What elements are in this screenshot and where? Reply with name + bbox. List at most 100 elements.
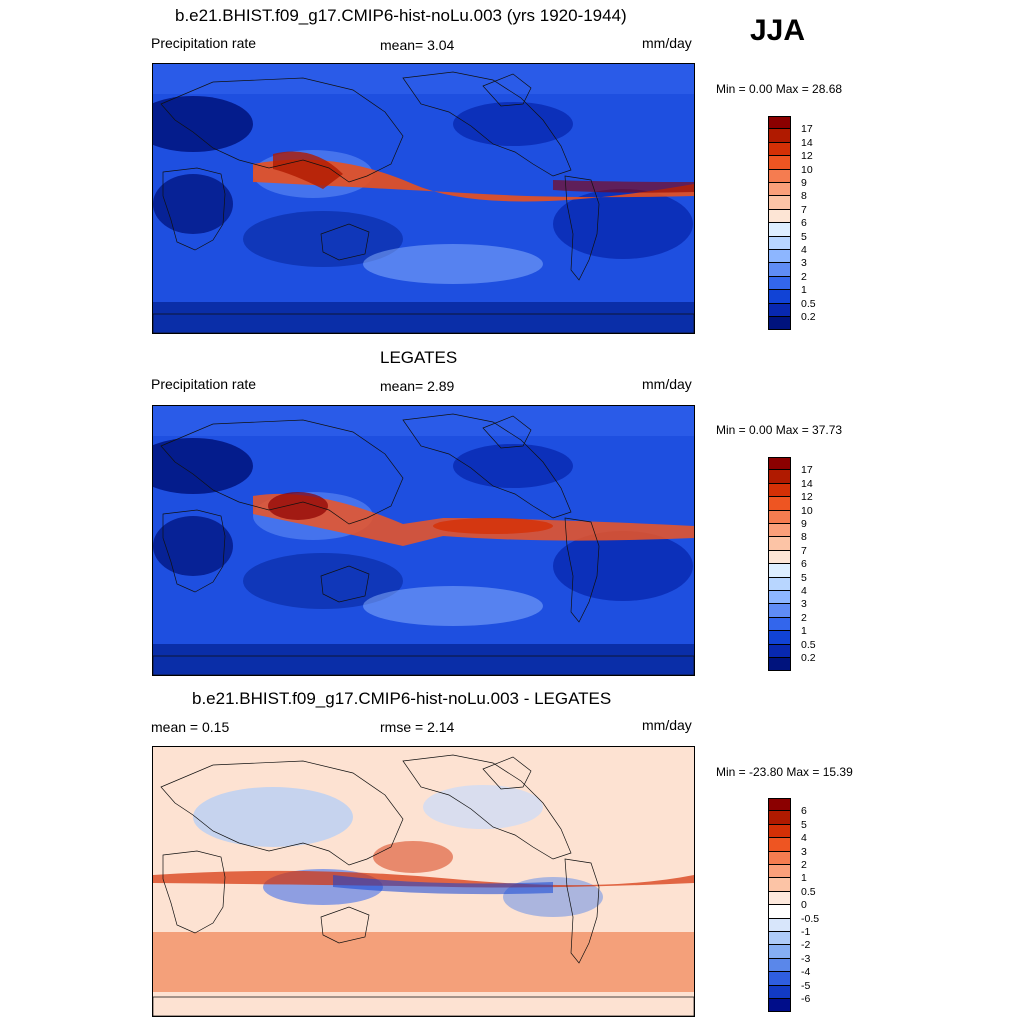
colorbar-swatch xyxy=(768,303,791,317)
colorbar-tick-label: 8 xyxy=(801,190,807,203)
coastline xyxy=(564,517,600,623)
colorbar-swatch xyxy=(768,142,791,157)
colorbar-tick-label: 7 xyxy=(801,544,807,557)
colorbar-tick-label: -5 xyxy=(801,979,811,992)
colorbar-tick-label: 5 xyxy=(801,571,807,584)
precipitation-map-field xyxy=(153,406,694,675)
panel-2-left-label: Precipitation rate xyxy=(151,376,257,392)
colorbar-tick-label: 6 xyxy=(801,558,807,571)
colorbar-tick-label: -0.5 xyxy=(801,912,820,925)
colorbar-swatch xyxy=(768,169,791,183)
colorbar-tick-label: 12 xyxy=(801,150,813,163)
colorbar-tick-label: 4 xyxy=(801,832,807,845)
colorbar-tick-label: 3 xyxy=(801,598,807,611)
colorbar-tick-label: 2 xyxy=(801,611,807,624)
coastline xyxy=(564,858,600,964)
colorbar-tick-label: 0.5 xyxy=(801,638,816,651)
colorbar-swatch xyxy=(768,317,791,331)
coastline xyxy=(402,754,572,860)
panel-2-mean: mean= 2.89 xyxy=(380,378,455,394)
coastline xyxy=(153,313,694,333)
coastline xyxy=(320,906,370,944)
colorbar-swatch xyxy=(768,196,791,210)
colorbar-swatch xyxy=(768,276,791,291)
coastline xyxy=(402,413,572,519)
colorbar-tick-label: 2 xyxy=(801,859,807,871)
panel-3-map xyxy=(152,746,695,1017)
colorbar-tick-label: 5 xyxy=(801,818,807,831)
coastline xyxy=(162,167,226,251)
colorbar-swatch xyxy=(768,617,791,632)
colorbar-swatch xyxy=(768,958,791,973)
colorbar-tick-label: -2 xyxy=(801,939,811,952)
panel-3-colorbar: 6 5 4 3 2 1 0.5 0 -0.5 -1 -2 -3 -4 -5 -6 xyxy=(768,798,819,1013)
colorbar-tick-label: 3 xyxy=(801,257,807,270)
colorbar-swatch xyxy=(768,116,791,130)
panel-2-colorbar: 17 14 12 10 9 8 7 6 5 4 3 2 1 0.5 0.2 xyxy=(768,457,816,672)
colorbar-swatch xyxy=(768,577,791,591)
colorbar-swatch xyxy=(768,524,791,538)
colorbar-tick-label: 0.2 xyxy=(801,652,816,664)
colorbar-tick-label: 4 xyxy=(801,244,807,256)
colorbar-tick-label: 7 xyxy=(801,203,807,216)
panel-2-title: LEGATES xyxy=(380,348,458,367)
colorbar-tick-label: 2 xyxy=(801,270,807,283)
precipitation-map-field xyxy=(153,747,694,1016)
colorbar-tick-label: 6 xyxy=(801,805,807,818)
panel-3-units: mm/day xyxy=(642,717,692,733)
coastline xyxy=(564,175,600,281)
panel-3-mean: mean = 0.15 xyxy=(151,719,230,735)
colorbar-tick-label: 0 xyxy=(801,899,807,912)
precipitation-map-field xyxy=(153,64,694,333)
colorbar-swatch xyxy=(768,156,791,170)
colorbar-swatch xyxy=(768,865,791,879)
colorbar-swatch xyxy=(768,510,791,524)
colorbar-swatch xyxy=(768,824,791,839)
colorbar-swatch xyxy=(768,483,791,498)
colorbar-swatch xyxy=(768,851,791,865)
colorbar-swatch xyxy=(768,129,791,143)
colorbar-swatch xyxy=(768,972,791,986)
colorbar-swatch xyxy=(768,798,791,812)
colorbar-tick-label: -6 xyxy=(801,993,811,1005)
panel-3-title: b.e21.BHIST.f09_g17.CMIP6-hist-noLu.003 … xyxy=(192,689,612,708)
colorbar-tick-label: -1 xyxy=(801,926,811,938)
panel-3-rmse: rmse = 2.14 xyxy=(380,719,455,735)
panel-1-mean: mean= 3.04 xyxy=(380,37,455,53)
panel-2-units: mm/day xyxy=(642,376,692,392)
colorbar-tick-label: 1 xyxy=(801,872,807,885)
colorbar-swatch xyxy=(768,250,791,264)
coastline xyxy=(482,73,532,107)
colorbar-swatch xyxy=(768,891,791,906)
colorbar-tick-label: 1 xyxy=(801,625,807,638)
colorbar-tick-label: 10 xyxy=(801,163,813,176)
coastline xyxy=(153,996,694,1016)
colorbar-swatch xyxy=(768,470,791,484)
coastline xyxy=(162,509,226,593)
colorbar-tick-label: 1 xyxy=(801,284,807,297)
colorbar-swatch xyxy=(768,183,791,197)
colorbar-swatch xyxy=(768,945,791,959)
colorbar-tick-label: 6 xyxy=(801,217,807,230)
colorbar-swatch xyxy=(768,263,791,277)
colorbar-swatch xyxy=(768,811,791,825)
colorbar-swatch xyxy=(768,985,791,999)
colorbar-swatch xyxy=(768,604,791,618)
colorbar-tick-label: 9 xyxy=(801,518,807,530)
colorbar-swatch xyxy=(768,223,791,237)
colorbar-tick-label: -3 xyxy=(801,952,811,965)
colorbar-swatch xyxy=(768,236,791,250)
panel-2-minmax: Min = 0.00 Max = 37.73 xyxy=(716,423,843,437)
colorbar-swatch xyxy=(768,591,791,605)
panel-3-minmax: Min = -23.80 Max = 15.39 xyxy=(716,765,853,779)
coastline xyxy=(320,223,370,261)
coastline xyxy=(320,565,370,603)
colorbar-tick-label: 17 xyxy=(801,123,813,136)
colorbar-tick-label: 12 xyxy=(801,491,813,504)
colorbar-swatch xyxy=(768,918,791,932)
colorbar-swatch xyxy=(768,564,791,578)
panel-1-minmax: Min = 0.00 Max = 28.68 xyxy=(716,82,843,96)
colorbar-swatch xyxy=(768,209,791,224)
coastline xyxy=(402,71,572,177)
colorbar-swatch xyxy=(768,537,791,551)
